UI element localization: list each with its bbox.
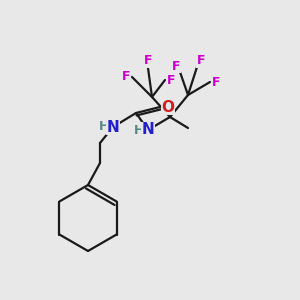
Text: N: N [106, 119, 119, 134]
Text: F: F [167, 74, 175, 86]
Text: H: H [99, 121, 109, 134]
Text: F: F [144, 55, 152, 68]
Text: N: N [142, 122, 154, 137]
Text: H: H [134, 124, 144, 136]
Text: F: F [212, 76, 220, 88]
Text: F: F [172, 59, 180, 73]
Text: F: F [197, 55, 205, 68]
Text: O: O [161, 100, 175, 115]
Text: F: F [122, 70, 130, 83]
